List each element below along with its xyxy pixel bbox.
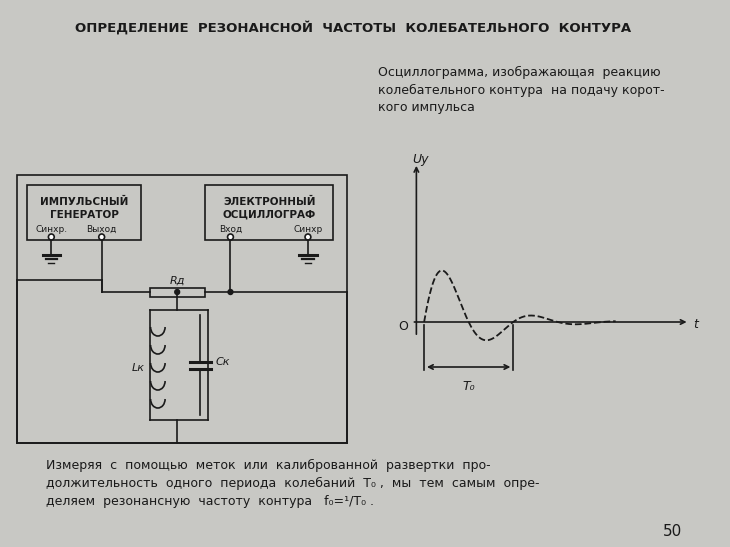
Text: Синхр.: Синхр. xyxy=(35,224,67,234)
Circle shape xyxy=(48,234,54,240)
Text: Измеряя  с  помощью  меток  или  калиброванной  развертки  про-: Измеряя с помощью меток или калиброванно… xyxy=(47,458,491,472)
Bar xyxy=(205,185,333,240)
Text: кого импульса: кого импульса xyxy=(377,102,474,114)
Circle shape xyxy=(228,234,234,240)
Text: колебательного контура  на подачу корот-: колебательного контура на подачу корот- xyxy=(377,84,664,96)
Bar xyxy=(150,288,205,296)
Text: Осциллограмма, изображающая  реакцию: Осциллограмма, изображающая реакцию xyxy=(377,66,660,79)
Circle shape xyxy=(228,289,233,294)
Circle shape xyxy=(99,234,104,240)
Circle shape xyxy=(305,234,311,240)
Text: должительность  одного  периода  колебаний  T₀ ,  мы  тем  самым  опре-: должительность одного периода колебаний … xyxy=(47,476,540,490)
Text: Вход: Вход xyxy=(219,224,242,234)
Text: t: t xyxy=(694,317,698,330)
Text: ОПРЕДЕЛЕНИЕ  РЕЗОНАНСНОЙ  ЧАСТОТЫ  КОЛЕБАТЕЛЬНОГО  КОНТУРА: ОПРЕДЕЛЕНИЕ РЕЗОНАНСНОЙ ЧАСТОТЫ КОЛЕБАТЕ… xyxy=(75,21,631,35)
Text: деляем  резонансную  частоту  контура   f₀=¹/T₀ .: деляем резонансную частоту контура f₀=¹/… xyxy=(47,494,374,508)
Circle shape xyxy=(174,289,180,294)
Text: T₀: T₀ xyxy=(462,380,475,393)
Bar xyxy=(27,185,142,240)
Text: Синхр: Синхр xyxy=(293,224,323,234)
Text: Uу: Uу xyxy=(412,154,429,166)
Bar xyxy=(18,175,347,443)
Text: ЭЛЕКТРОННЫЙ: ЭЛЕКТРОННЫЙ xyxy=(223,197,315,207)
Text: Lк: Lк xyxy=(132,363,145,373)
Text: Rд: Rд xyxy=(169,276,185,286)
Text: ОСЦИЛЛОГРАФ: ОСЦИЛЛОГРАФ xyxy=(223,210,316,220)
Text: ГЕНЕРАТОР: ГЕНЕРАТОР xyxy=(50,210,119,220)
Text: Cк: Cк xyxy=(216,357,231,367)
Text: ИМПУЛЬСНЫЙ: ИМПУЛЬСНЫЙ xyxy=(40,197,128,207)
Text: O: O xyxy=(398,321,407,334)
Text: Выход: Выход xyxy=(86,224,117,234)
Text: 50: 50 xyxy=(664,525,683,539)
